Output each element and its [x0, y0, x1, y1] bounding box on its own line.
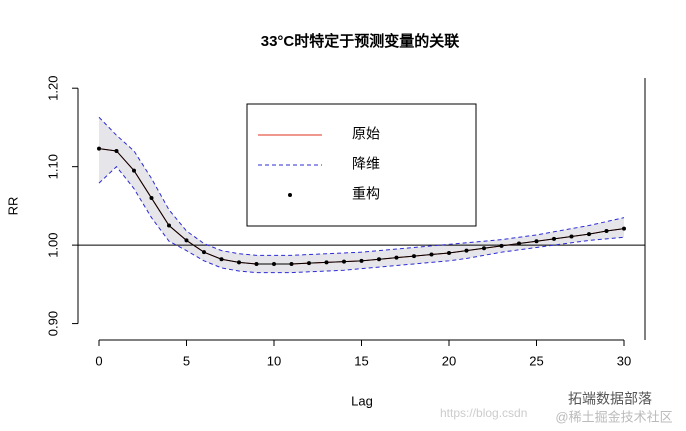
y-tick-label: 1.20: [45, 76, 60, 101]
point: [552, 236, 556, 241]
point: [429, 252, 434, 257]
x-tick-label: 30: [617, 353, 631, 368]
x-tick-label: 25: [529, 353, 543, 368]
point: [517, 241, 521, 246]
point: [534, 239, 539, 244]
point: [167, 223, 171, 228]
watermark: https://blog.csdn: [440, 406, 527, 420]
point: [237, 260, 241, 265]
x-tick-label: 10: [267, 353, 281, 368]
point: [464, 248, 469, 253]
point: [272, 261, 276, 266]
x-axis-label: Lag: [351, 393, 373, 408]
legend-label: 重构: [352, 186, 380, 202]
point: [289, 261, 294, 266]
y-tick-label: 1.00: [45, 232, 60, 257]
x-tick-label: 15: [354, 353, 368, 368]
legend-label: 原始: [352, 126, 380, 142]
point: [394, 255, 399, 260]
chart-title: 33°C时特定于预测变量的关联: [261, 32, 461, 50]
x-tick-label: 20: [442, 353, 456, 368]
point: [219, 257, 224, 262]
watermark: @稀土掘金技术社区: [555, 409, 672, 424]
point: [202, 250, 206, 255]
y-tick-label: 1.10: [45, 154, 60, 179]
point: [184, 238, 189, 243]
point: [324, 260, 329, 265]
y-axis-label: RR: [5, 197, 20, 216]
point: [307, 261, 311, 266]
point: [622, 226, 626, 231]
point: [114, 148, 119, 153]
point: [254, 261, 259, 266]
point: [132, 168, 136, 173]
ci-upper: [98, 116, 625, 256]
x-tick-label: 5: [183, 353, 190, 368]
point: [447, 250, 451, 255]
legend-box: [246, 103, 477, 227]
point: [482, 246, 486, 251]
point: [587, 232, 591, 237]
ci-lower: [98, 165, 625, 274]
x-tick-label: 0: [95, 353, 102, 368]
legend-label: 降维: [352, 156, 380, 172]
point: [499, 243, 504, 248]
point: [569, 234, 574, 239]
point: [359, 258, 364, 263]
point: [604, 229, 609, 233]
point: [97, 146, 101, 151]
point: [377, 257, 381, 262]
point: [342, 259, 346, 264]
legend-symbol: [288, 193, 292, 197]
point: [149, 196, 154, 201]
watermark: 拓端数据部落: [568, 391, 652, 407]
point: [412, 254, 416, 259]
y-tick-label: 0.90: [45, 311, 60, 336]
